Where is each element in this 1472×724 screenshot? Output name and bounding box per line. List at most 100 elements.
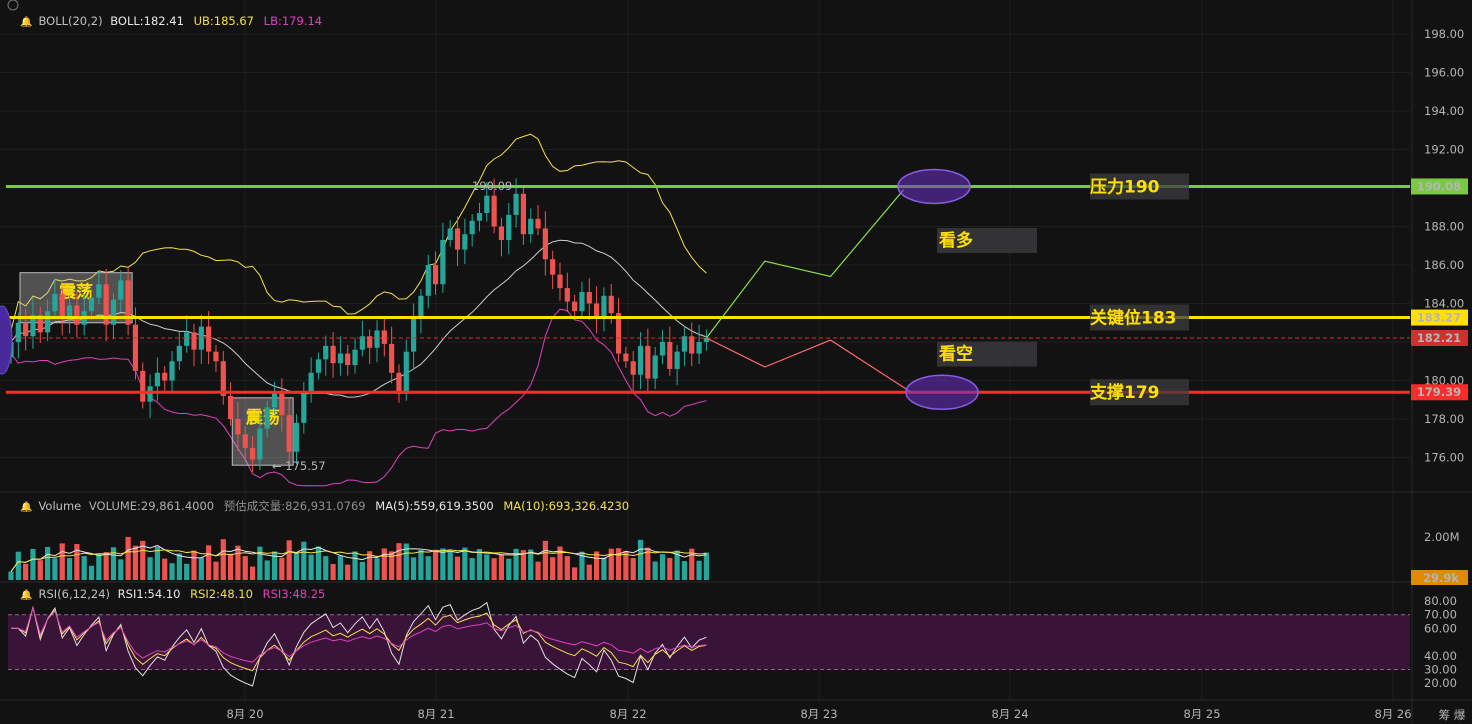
bell-icon[interactable]: 🔔 [20, 17, 33, 28]
rsi1-line [11, 601, 707, 687]
volume-bar [513, 548, 519, 580]
volume-bar [249, 566, 256, 580]
rsi-tick-label: 80.00 [1424, 594, 1457, 608]
price-badge [1411, 178, 1468, 195]
candle-body [257, 428, 263, 460]
volume-bar [140, 540, 146, 580]
volume-bar [645, 547, 651, 580]
candle-body [15, 322, 21, 342]
volume-bar [484, 554, 490, 580]
scenario-label-box [937, 227, 1037, 253]
candle-body [59, 293, 65, 319]
volume-bar [286, 540, 292, 580]
candle-body [396, 372, 402, 394]
volume-bar [594, 551, 600, 580]
volume-bar [608, 548, 614, 580]
candle-body [213, 351, 219, 362]
rsi1-value: RSI1:54.10 [117, 587, 181, 601]
candle-body [330, 345, 336, 364]
candle-body [176, 345, 182, 362]
candle-body [476, 213, 483, 221]
candle-body [528, 218, 534, 235]
candles [8, 178, 709, 472]
volume-bar [162, 558, 168, 580]
candle-body [162, 372, 168, 381]
candle-body [659, 342, 666, 356]
candle-body [359, 336, 365, 350]
scenario-label: 看空 [938, 344, 973, 365]
scenario-label: 看多 [938, 230, 973, 251]
candle-body [696, 342, 702, 354]
rsi2-line [11, 605, 707, 672]
volume-bar [308, 554, 314, 580]
candle-body [242, 434, 248, 448]
volume-bar [506, 558, 512, 580]
candle-body [103, 284, 109, 325]
range-box-label: 震荡 [245, 408, 280, 428]
volume-bar [176, 553, 182, 580]
candle-body [264, 407, 270, 429]
price-tick-label: 192.00 [1424, 143, 1464, 157]
volume-ma10-line [10, 549, 707, 572]
bell-icon[interactable]: 🔔 [20, 590, 33, 601]
candle-body [484, 195, 490, 214]
boll-lb-value: LB:179.14 [263, 14, 323, 28]
volume-bar [257, 546, 263, 580]
candle-body [637, 345, 644, 375]
x-tick-label: 8月 21 [417, 707, 454, 721]
volume-bar [352, 551, 358, 580]
rsi-header: 🔔 RSI(6,12,24) RSI1:54.10 RSI2:48.10 RSI3… [20, 587, 331, 601]
candle-body [535, 218, 541, 229]
price-tick-label: 178.00 [1424, 412, 1464, 426]
volume-bar [74, 544, 80, 580]
volume-bar [681, 561, 688, 580]
volume-bar [557, 546, 563, 580]
volume-bar [147, 557, 153, 580]
candle-body [381, 330, 387, 344]
candle-body [88, 297, 95, 312]
candle-body [279, 392, 285, 416]
level-label-box [1090, 304, 1189, 331]
volume-bar [396, 543, 402, 580]
volume-bar [696, 560, 702, 580]
candle-body [594, 303, 600, 319]
candle-body [293, 422, 300, 452]
volume-bar [615, 548, 622, 580]
rsi-tick-label: 60.00 [1424, 621, 1457, 635]
volume-bar [315, 546, 322, 580]
price-badge-label: 183.27 [1417, 311, 1461, 325]
price-tick-label: 180.00 [1424, 374, 1464, 388]
volume-bar [242, 556, 248, 580]
rsi-tick-label: 40.00 [1424, 649, 1457, 663]
candle-body [140, 370, 146, 402]
level-label: 支撑179 [1090, 382, 1160, 403]
candle-body [45, 311, 51, 333]
rsi3-value: RSI3:48.25 [262, 587, 326, 601]
volume-bar [220, 539, 226, 580]
candle-body [74, 305, 80, 325]
volume-bar [367, 551, 373, 580]
level-label: 关键位183 [1090, 308, 1177, 329]
volume-bar [235, 545, 241, 580]
volume-bar [15, 551, 21, 580]
candle-body [630, 361, 636, 375]
candle-body [132, 324, 139, 371]
volume-tick-label: 2.00M [1424, 530, 1460, 544]
bell-icon[interactable]: 🔔 [20, 502, 33, 513]
x-tick-label: 8月 24 [991, 707, 1028, 721]
volume-badge-label: 29.9k [1423, 571, 1459, 585]
high-mark-label: 190.09 [472, 179, 512, 193]
volume-bar [579, 551, 585, 580]
volume-bar [535, 561, 541, 580]
volume-bar [491, 558, 497, 580]
candle-body [623, 353, 629, 362]
volume-bars [8, 536, 709, 580]
volume-badge [1411, 570, 1468, 585]
price-badge [1411, 384, 1468, 401]
boll-ub-value: UB:185.67 [193, 14, 254, 28]
volume-bar [23, 563, 29, 580]
candle-body [667, 342, 673, 369]
low-mark-label: ← 175.57 [272, 459, 326, 473]
volume-bar [462, 547, 468, 580]
